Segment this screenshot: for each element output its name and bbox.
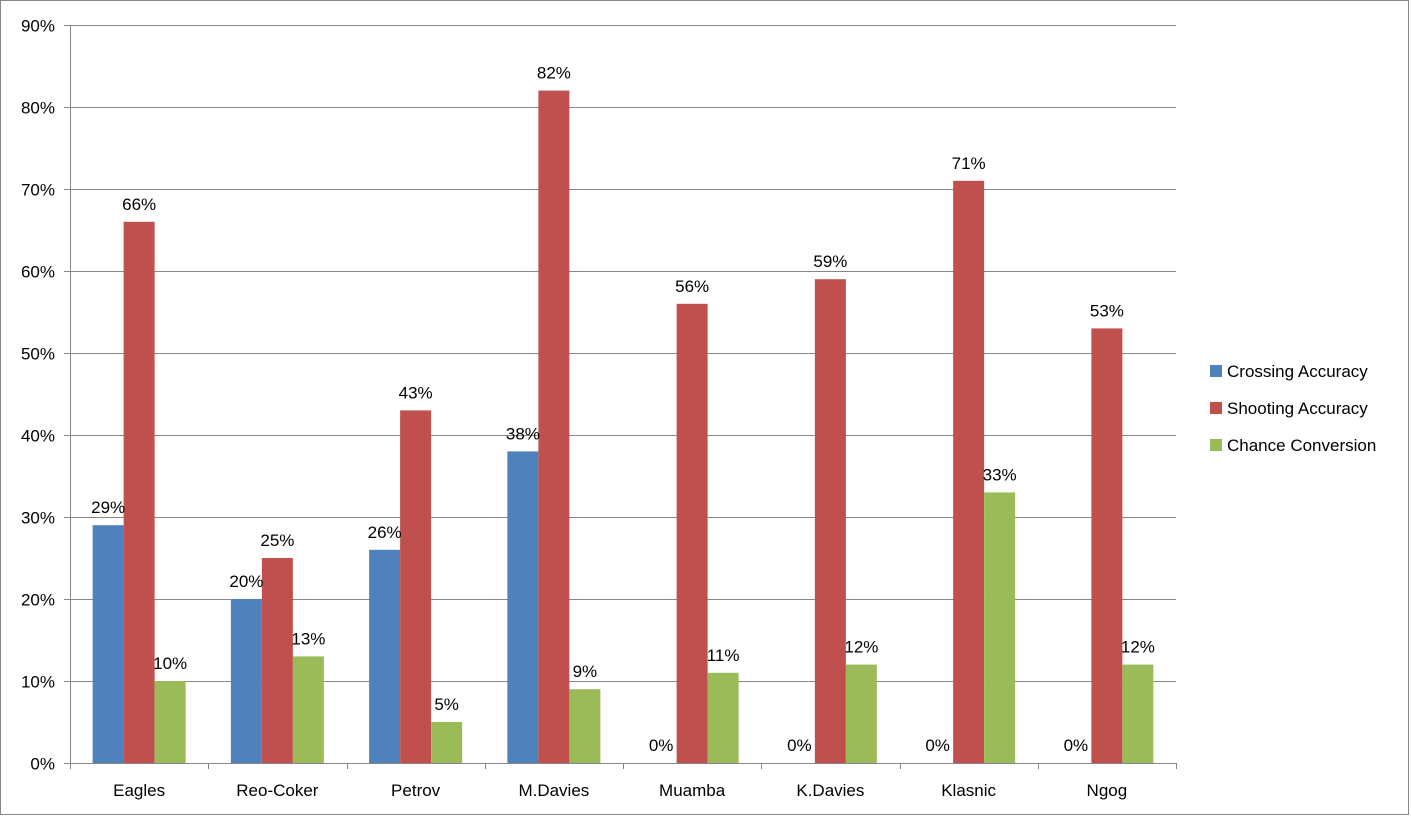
y-tick-label: 70% [21, 181, 55, 200]
y-tick-label: 40% [21, 427, 55, 446]
y-tick-label: 10% [21, 673, 55, 692]
data-labels: 29% 20% 26% 38% 0% 0% 0% 0% 66% 25% 43% 82% 56% 59% 71… [91, 64, 1155, 755]
data-label: 10% [153, 654, 187, 673]
bar [369, 549, 401, 763]
x-tick-label: Muamba [659, 781, 726, 800]
bar [154, 681, 186, 763]
data-label: 71% [952, 154, 986, 173]
data-label: 0% [787, 736, 812, 755]
y-tick-label: 80% [21, 99, 55, 118]
legend-swatch [1210, 439, 1222, 451]
y-tick-label: 50% [21, 345, 55, 364]
x-tick-label: Ngog [1087, 781, 1128, 800]
legend: Crossing Accuracy Shooting Accuracy Chance… [1210, 362, 1376, 455]
x-tick-label: Petrov [391, 781, 441, 800]
data-label: 66% [122, 195, 156, 214]
data-label: 43% [399, 383, 433, 402]
data-label: 0% [1064, 736, 1089, 755]
bar [431, 722, 463, 763]
data-label: 53% [1090, 301, 1124, 320]
y-tick-label: 0% [30, 755, 55, 774]
data-label: 29% [91, 498, 125, 517]
y-tick-label: 90% [21, 17, 55, 36]
data-label: 59% [813, 252, 847, 271]
bar [261, 558, 293, 763]
legend-swatch [1210, 402, 1222, 414]
y-tick-label: 20% [21, 591, 55, 610]
axes: 0% 10% 20% 30% 40% 50% 60% 70% 80% 90% Eagles Reo-C… [21, 17, 1177, 800]
data-label: 0% [925, 736, 950, 755]
x-tick-label: M.Davies [518, 781, 589, 800]
data-label: 82% [537, 64, 571, 83]
bar [707, 672, 739, 763]
data-label: 9% [573, 662, 598, 681]
data-label: 5% [434, 695, 459, 714]
bar [984, 492, 1016, 763]
legend-swatch [1210, 365, 1222, 377]
bar [676, 303, 708, 763]
bar [507, 451, 539, 763]
data-label: 26% [368, 523, 402, 542]
bar [92, 525, 124, 763]
x-tick-label: Klasnic [941, 781, 996, 800]
bar [1122, 664, 1154, 763]
data-label: 0% [649, 736, 674, 755]
y-tick-label: 60% [21, 263, 55, 282]
data-label: 12% [1121, 638, 1155, 657]
x-tick-label: Reo-Coker [236, 781, 319, 800]
bars [92, 90, 1154, 764]
bar [400, 410, 432, 763]
bar [123, 221, 155, 764]
x-tick-label: Eagles [113, 781, 165, 800]
data-label: 25% [260, 531, 294, 550]
bar [1091, 328, 1123, 763]
y-tick-label: 30% [21, 509, 55, 528]
bar [814, 279, 846, 763]
bar [845, 664, 877, 763]
data-label: 20% [229, 572, 263, 591]
bar [292, 656, 324, 763]
data-label: 12% [844, 638, 878, 657]
legend-label: Crossing Accuracy [1227, 362, 1368, 381]
data-label: 33% [983, 465, 1017, 484]
data-label: 13% [291, 629, 325, 648]
bar [538, 90, 570, 764]
legend-label: Shooting Accuracy [1227, 399, 1368, 418]
bar [230, 599, 262, 763]
bar [569, 689, 601, 763]
data-label: 38% [506, 424, 540, 443]
bar [953, 180, 985, 764]
x-tick-label: K.Davies [796, 781, 864, 800]
legend-label: Chance Conversion [1227, 436, 1376, 455]
data-label: 11% [707, 646, 740, 665]
data-label: 56% [675, 277, 709, 296]
